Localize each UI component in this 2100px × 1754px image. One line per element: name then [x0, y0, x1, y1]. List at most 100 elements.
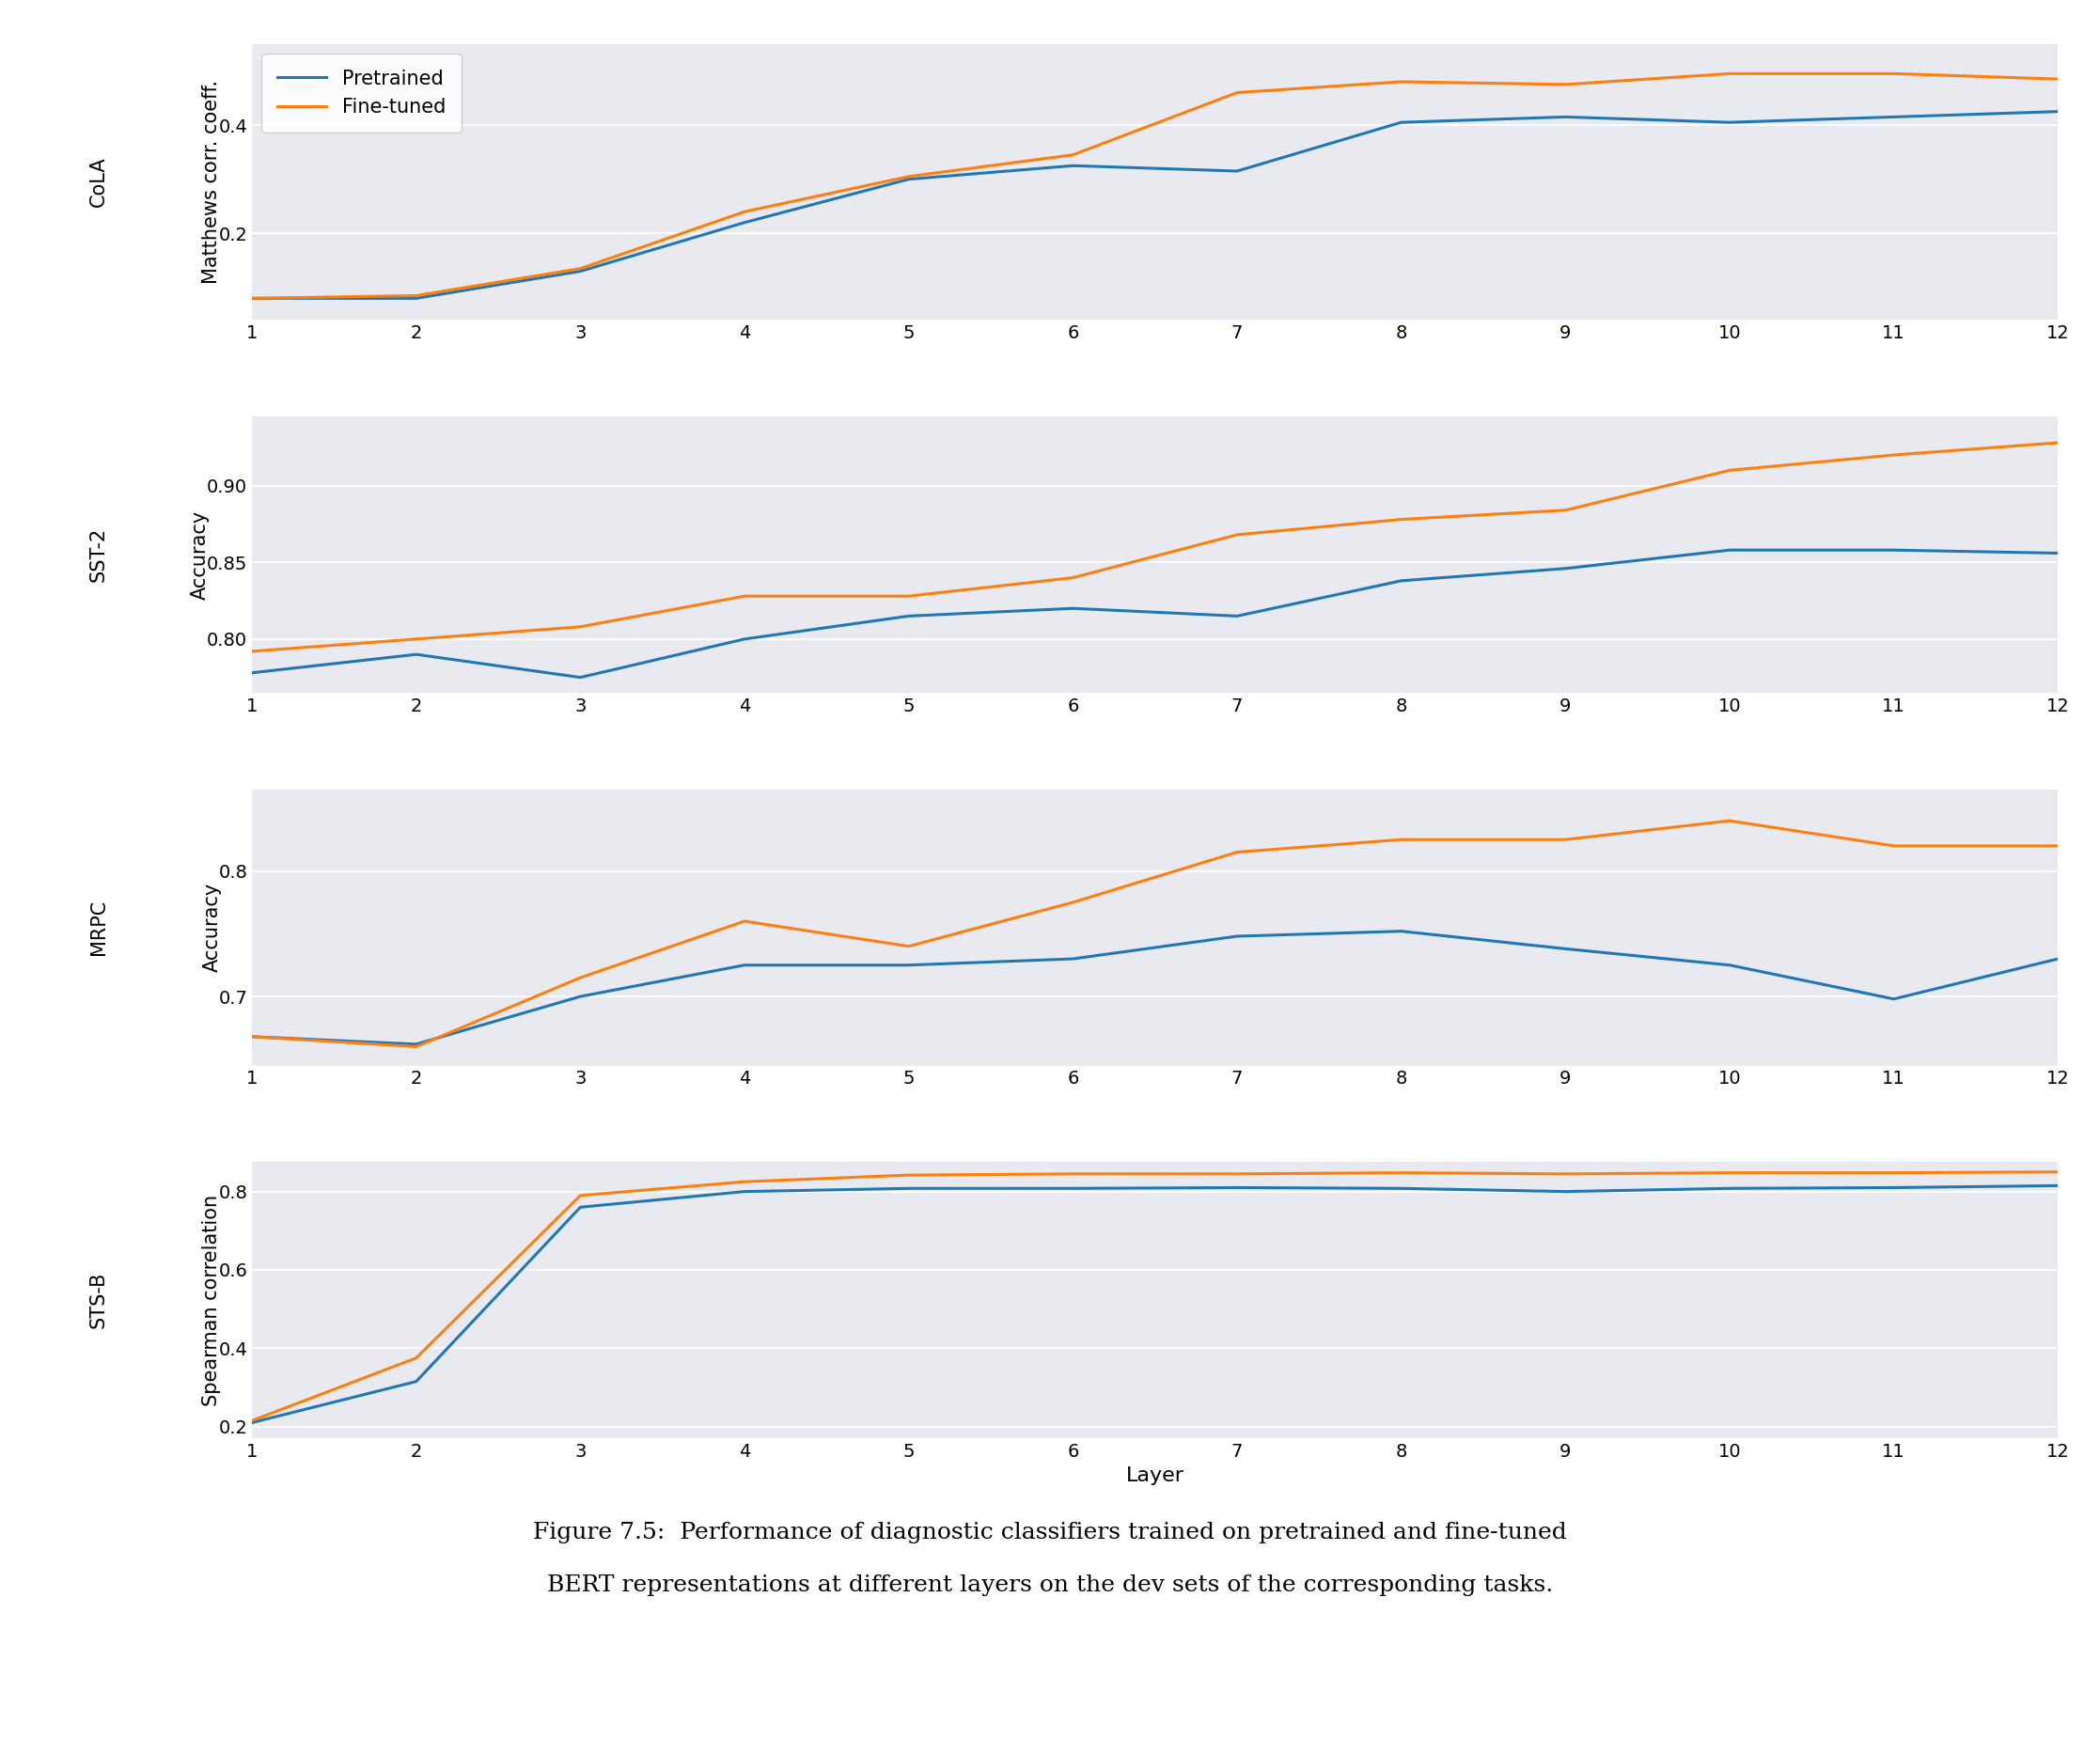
Pretrained [1060, 949, 1086, 970]
Fine-tuned [1060, 891, 1086, 912]
Fine-tuned [1882, 1163, 1907, 1184]
Pretrained [1060, 598, 1086, 619]
Pretrained [2045, 949, 2071, 970]
Fine-tuned [403, 1037, 428, 1058]
Pretrained [1224, 605, 1250, 626]
Line: Fine-tuned: Fine-tuned [252, 74, 2058, 298]
Line: Pretrained: Pretrained [252, 551, 2058, 677]
Fine-tuned [1882, 444, 1907, 465]
Pretrained [567, 1196, 592, 1217]
Pretrained [403, 644, 428, 665]
Pretrained [1718, 540, 1743, 561]
Pretrained [897, 1179, 922, 1200]
Pretrained [239, 1026, 265, 1047]
Fine-tuned [403, 1347, 428, 1368]
Pretrained [733, 954, 758, 975]
Fine-tuned [1718, 1163, 1743, 1184]
Fine-tuned [1552, 500, 1577, 521]
Pretrained [1718, 954, 1743, 975]
Fine-tuned [1718, 460, 1743, 481]
Y-axis label: Accuracy: Accuracy [191, 510, 210, 600]
Fine-tuned [239, 1026, 265, 1047]
Pretrained [733, 628, 758, 649]
Fine-tuned [1552, 830, 1577, 851]
Text: Figure 7.5:  Performance of diagnostic classifiers trained on pretrained and fin: Figure 7.5: Performance of diagnostic cl… [533, 1522, 1567, 1544]
Line: Pretrained: Pretrained [252, 931, 2058, 1044]
Pretrained [733, 1180, 758, 1201]
Pretrained [1388, 921, 1413, 942]
Pretrained [2045, 102, 2071, 123]
Fine-tuned [1882, 835, 1907, 856]
Pretrained [1060, 1179, 1086, 1200]
Line: Fine-tuned: Fine-tuned [252, 1172, 2058, 1421]
Fine-tuned [1388, 1163, 1413, 1184]
Pretrained [239, 663, 265, 684]
Y-axis label: Accuracy: Accuracy [202, 882, 220, 972]
Fine-tuned [1224, 1163, 1250, 1184]
Fine-tuned [733, 910, 758, 931]
Fine-tuned [403, 286, 428, 307]
Line: Fine-tuned: Fine-tuned [252, 821, 2058, 1047]
Fine-tuned [1388, 72, 1413, 93]
Fine-tuned [239, 640, 265, 661]
Pretrained [1388, 570, 1413, 591]
Fine-tuned [1552, 74, 1577, 95]
Fine-tuned [567, 616, 592, 637]
Pretrained [897, 954, 922, 975]
Pretrained [1882, 1177, 1907, 1198]
Fine-tuned [239, 288, 265, 309]
Fine-tuned [2045, 1161, 2071, 1182]
Fine-tuned [1388, 830, 1413, 851]
Legend: Pretrained, Fine-tuned: Pretrained, Fine-tuned [262, 54, 462, 132]
Text: BERT representations at different layers on the dev sets of the corresponding ta: BERT representations at different layers… [546, 1575, 1554, 1596]
Fine-tuned [1224, 524, 1250, 545]
Pretrained [2045, 542, 2071, 563]
Text: STS-B: STS-B [88, 1272, 107, 1328]
Pretrained [1552, 107, 1577, 128]
Fine-tuned [2045, 835, 2071, 856]
Fine-tuned [1718, 63, 1743, 84]
Fine-tuned [567, 1186, 592, 1207]
Fine-tuned [1552, 1163, 1577, 1184]
Pretrained [1718, 1179, 1743, 1200]
Fine-tuned [733, 1172, 758, 1193]
Line: Pretrained: Pretrained [252, 112, 2058, 298]
Pretrained [403, 288, 428, 309]
Pretrained [897, 168, 922, 189]
Fine-tuned [403, 628, 428, 649]
Pretrained [1882, 540, 1907, 561]
Pretrained [1060, 154, 1086, 175]
Pretrained [239, 288, 265, 309]
Pretrained [1224, 161, 1250, 182]
Pretrained [567, 667, 592, 688]
Y-axis label: Spearman correlation: Spearman correlation [202, 1194, 220, 1407]
Fine-tuned [1224, 842, 1250, 863]
Pretrained [403, 1372, 428, 1393]
Fine-tuned [1060, 1163, 1086, 1184]
X-axis label: Layer: Layer [1126, 1466, 1184, 1484]
Fine-tuned [1388, 509, 1413, 530]
Line: Pretrained: Pretrained [252, 1186, 2058, 1422]
Pretrained [733, 212, 758, 233]
Fine-tuned [1060, 144, 1086, 165]
Pretrained [1882, 107, 1907, 128]
Pretrained [239, 1412, 265, 1433]
Y-axis label: Matthews corr. coeff.: Matthews corr. coeff. [202, 81, 220, 284]
Pretrained [1388, 1179, 1413, 1200]
Pretrained [1224, 926, 1250, 947]
Pretrained [1552, 1180, 1577, 1201]
Fine-tuned [239, 1410, 265, 1431]
Fine-tuned [567, 258, 592, 279]
Fine-tuned [733, 586, 758, 607]
Fine-tuned [897, 586, 922, 607]
Fine-tuned [1882, 63, 1907, 84]
Pretrained [897, 605, 922, 626]
Line: Fine-tuned: Fine-tuned [252, 442, 2058, 651]
Fine-tuned [897, 1165, 922, 1186]
Pretrained [1882, 989, 1907, 1010]
Pretrained [1552, 558, 1577, 579]
Fine-tuned [897, 935, 922, 956]
Pretrained [1224, 1177, 1250, 1198]
Fine-tuned [567, 966, 592, 988]
Pretrained [1388, 112, 1413, 133]
